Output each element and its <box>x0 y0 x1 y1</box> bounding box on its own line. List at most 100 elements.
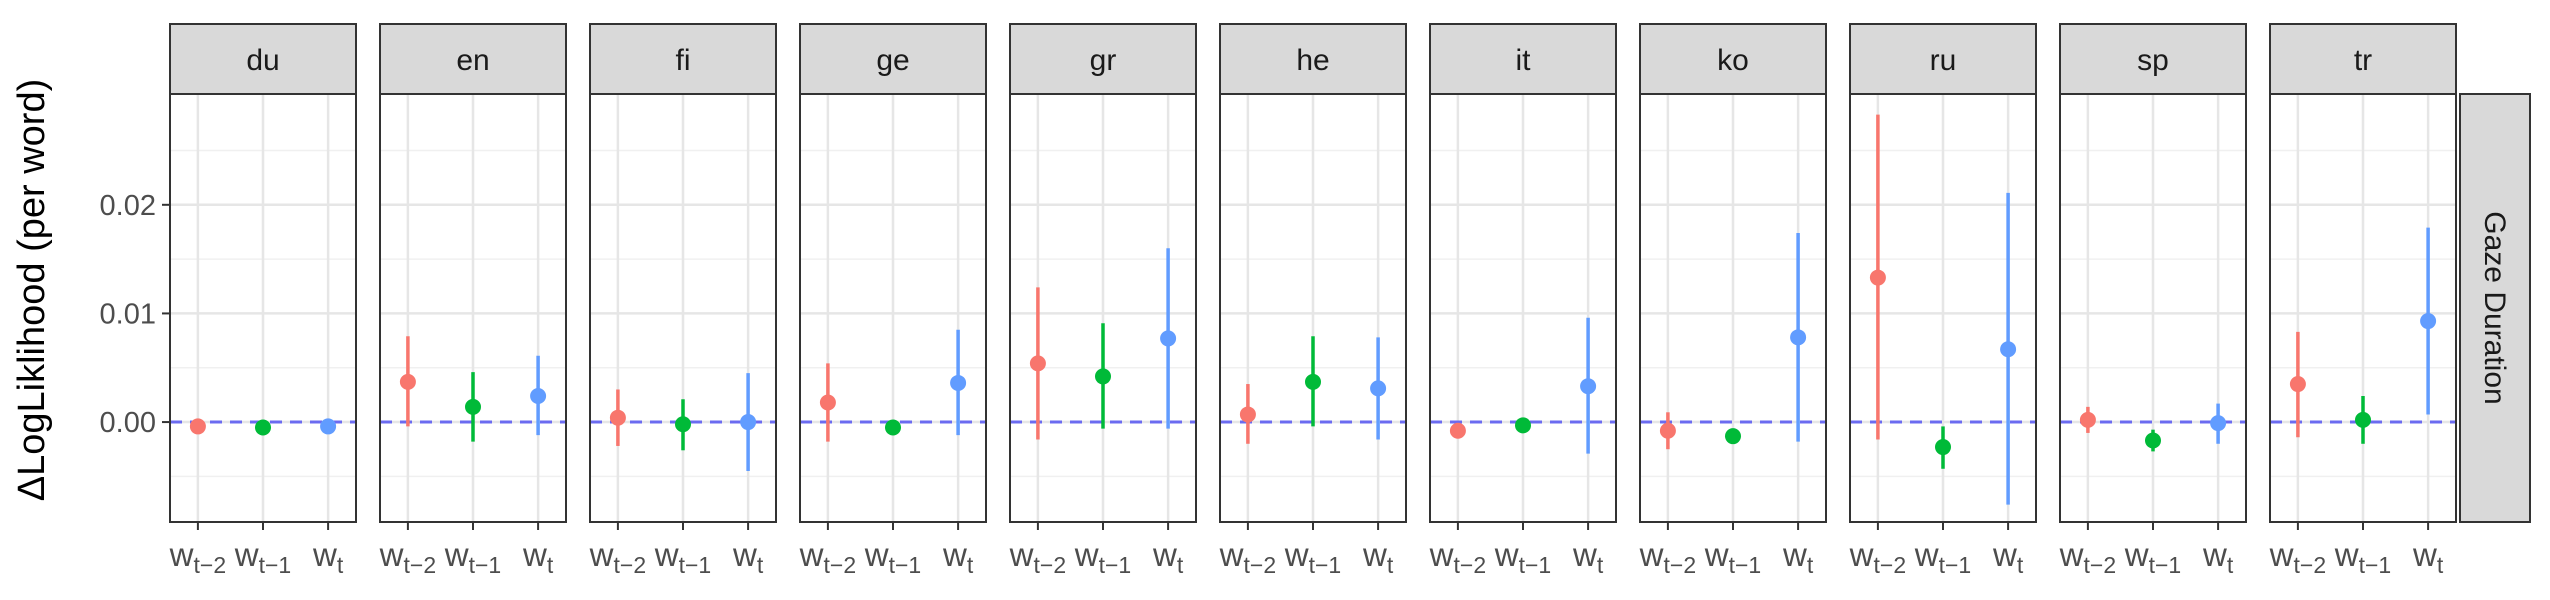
x-tick-base: w <box>1284 536 1309 573</box>
x-tick-base: w <box>1572 536 1597 573</box>
x-tick-label: wt <box>522 536 554 578</box>
row-strip: Gaze Duration <box>2459 93 2531 523</box>
data-point <box>1790 329 1807 346</box>
data-point <box>2079 411 2096 428</box>
x-tick-label: wt−2 <box>1219 536 1276 578</box>
x-tick-subscript: t−1 <box>1519 552 1552 578</box>
x-tick-subscript: t <box>2437 552 2444 578</box>
x-tick-subscript: t−1 <box>1939 552 1972 578</box>
x-tick-label: wt <box>1782 536 1814 578</box>
x-tick-label: wt <box>942 536 974 578</box>
x-tick-subscript: t−2 <box>1874 552 1907 578</box>
data-point <box>399 373 416 390</box>
x-tick-label: wt−1 <box>1704 536 1761 578</box>
data-point <box>530 387 547 404</box>
x-tick-label: wt−1 <box>1074 536 1131 578</box>
data-point <box>189 418 206 435</box>
x-tick-label: wt−2 <box>1849 536 1906 578</box>
x-tick-base: w <box>1914 536 1939 573</box>
x-tick-subscript: t−2 <box>2294 552 2327 578</box>
x-tick-label: wt <box>1152 536 1184 578</box>
facet-strip <box>1219 23 1407 95</box>
facet-strip <box>169 23 357 95</box>
x-tick-base: w <box>312 536 337 573</box>
data-point <box>255 419 271 436</box>
x-tick-subscript: t <box>337 552 344 578</box>
y-axis-title: ΔLogLiklihood (per word) <box>11 79 53 502</box>
facet-strip-label: ge <box>876 44 909 77</box>
data-point <box>885 419 901 436</box>
facet-strip-label: du <box>246 44 279 77</box>
data-point <box>1370 380 1387 397</box>
y-tick-label: 0.01 <box>100 298 156 330</box>
x-tick-subscript: t−1 <box>2149 552 2182 578</box>
x-tick-label: wt−2 <box>1429 536 1486 578</box>
x-tick-base: w <box>234 536 259 573</box>
facet-strip-label: sp <box>2137 44 2169 77</box>
x-tick-subscript: t−1 <box>2359 552 2392 578</box>
x-tick-base: w <box>589 536 614 573</box>
facet-strip <box>2059 23 2247 95</box>
data-point <box>1305 373 1321 390</box>
x-tick-base: w <box>942 536 967 573</box>
data-point <box>1659 422 1676 439</box>
x-tick-subscript: t <box>2017 552 2024 578</box>
x-tick-subscript: t−1 <box>889 552 922 578</box>
facet-strip <box>799 23 987 95</box>
x-tick-subscript: t−2 <box>2084 552 2117 578</box>
x-tick-base: w <box>654 536 679 573</box>
data-point <box>2289 376 2306 393</box>
x-tick-label: wt−2 <box>169 536 226 578</box>
x-tick-subscript: t−1 <box>679 552 712 578</box>
x-tick-subscript: t−2 <box>824 552 857 578</box>
x-tick-subscript: t <box>967 552 974 578</box>
facet-strip-label: fi <box>676 44 691 77</box>
x-tick-subscript: t <box>1177 552 1184 578</box>
data-point <box>1239 406 1256 423</box>
data-point <box>2000 341 2017 358</box>
x-tick-label: wt−1 <box>444 536 501 578</box>
facet-strip <box>1429 23 1617 95</box>
x-tick-subscript: t <box>757 552 764 578</box>
x-tick-subscript: t <box>547 552 554 578</box>
x-tick-label: wt−1 <box>654 536 711 578</box>
x-tick-subscript: t−2 <box>1244 552 1277 578</box>
x-tick-base: w <box>2269 536 2294 573</box>
x-tick-subscript: t−2 <box>1034 552 1067 578</box>
x-tick-base: w <box>2412 536 2437 573</box>
facet-strip <box>1009 23 1197 95</box>
x-tick-subscript: t−1 <box>1099 552 1132 578</box>
data-point <box>1515 417 1531 434</box>
x-tick-label: wt−2 <box>1639 536 1696 578</box>
x-tick-base: w <box>2059 536 2084 573</box>
x-tick-label: wt−2 <box>799 536 856 578</box>
x-tick-label: wt−1 <box>2124 536 2181 578</box>
facet-strip-label: tr <box>2354 44 2372 77</box>
y-tick-label: 0.00 <box>100 407 156 439</box>
x-tick-base: w <box>1152 536 1177 573</box>
x-tick-label: wt <box>312 536 344 578</box>
x-tick-label: wt <box>732 536 764 578</box>
x-tick-subscript: t−1 <box>1309 552 1342 578</box>
x-tick-base: w <box>1429 536 1454 573</box>
x-tick-label: wt−1 <box>1284 536 1341 578</box>
facet-strip <box>379 23 567 95</box>
x-tick-subscript: t−2 <box>194 552 227 578</box>
x-tick-base: w <box>2124 536 2149 573</box>
x-tick-subscript: t−1 <box>1729 552 1762 578</box>
facet-strip-label: it <box>1516 44 1532 77</box>
data-point <box>1869 269 1886 286</box>
data-point <box>950 374 967 391</box>
x-tick-label: wt <box>2202 536 2234 578</box>
data-point <box>1725 428 1741 445</box>
x-tick-label: wt−2 <box>589 536 646 578</box>
x-tick-subscript: t <box>1387 552 1394 578</box>
